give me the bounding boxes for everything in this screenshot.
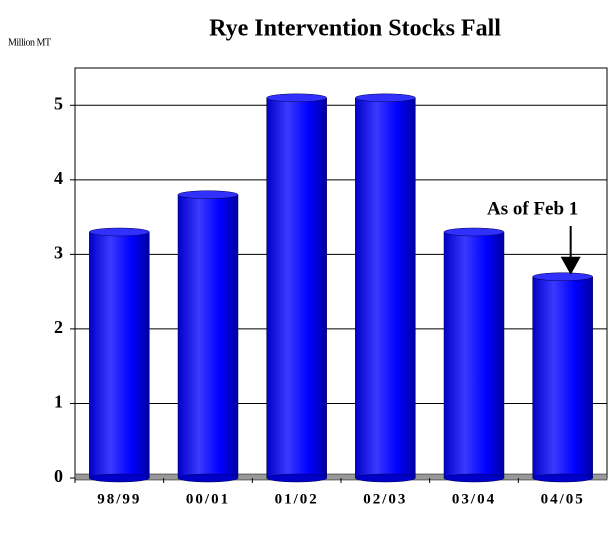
y-tick-label: 4 <box>54 168 63 188</box>
x-tick-label: 04/05 <box>541 491 585 507</box>
bar-top <box>532 272 593 281</box>
y-tick-label: 1 <box>54 392 63 412</box>
bar-top <box>443 227 505 237</box>
x-tick-label: 00/01 <box>186 491 230 507</box>
bar-body <box>355 97 416 479</box>
bar-base <box>177 473 239 483</box>
chart-title: Rye Intervention Stocks Fall <box>209 16 501 42</box>
y-tick-label: 0 <box>54 466 63 486</box>
plot-area <box>74 67 608 479</box>
x-tick-label: 01/02 <box>275 491 319 507</box>
x-tick-label: 02/03 <box>363 491 407 507</box>
bar-body <box>443 231 505 479</box>
bar <box>355 93 416 483</box>
bar-base <box>443 473 505 483</box>
bar-top <box>89 227 150 237</box>
bar <box>266 93 327 483</box>
bar-top <box>266 93 327 103</box>
y-tick-label: 2 <box>54 317 63 337</box>
bar-body <box>89 231 150 479</box>
bar-body <box>532 276 593 479</box>
x-tick-label: 98/99 <box>97 491 141 507</box>
bar-base <box>532 473 593 483</box>
bar-base <box>266 473 327 483</box>
bar <box>532 272 593 483</box>
bar <box>177 190 239 483</box>
bar-body <box>177 194 239 479</box>
x-tick-label: 03/04 <box>452 491 496 507</box>
bar-base <box>89 473 150 483</box>
y-tick-label: 3 <box>54 242 63 262</box>
bar-top <box>177 190 239 199</box>
annotation: As of Feb 1 <box>487 198 578 219</box>
bar <box>89 227 150 483</box>
bar-body <box>266 97 327 479</box>
y-tick-label: 5 <box>54 93 63 113</box>
y-axis-label: Million MT <box>8 37 51 48</box>
bar-base <box>355 473 416 483</box>
annotation-arrowhead <box>560 256 581 275</box>
bar-top <box>355 93 416 103</box>
bar <box>443 227 505 483</box>
